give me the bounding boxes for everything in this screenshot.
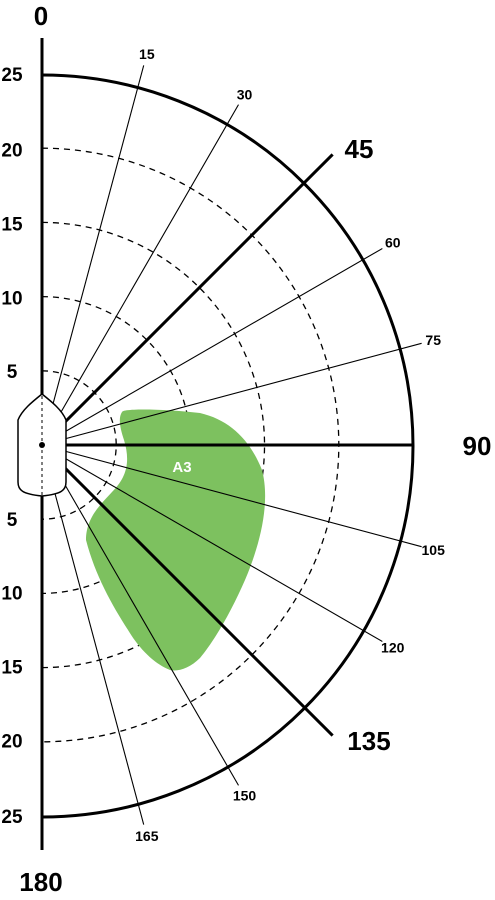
scale-label-fwd-20: 20 xyxy=(1,141,22,162)
label-45: 45 xyxy=(345,134,374,164)
scale-label-fwd-5: 5 xyxy=(7,362,18,383)
region-label: A3 xyxy=(172,459,191,476)
angle-labels: 15 30 60 75 105 120 150 165 xyxy=(135,46,445,844)
ray-15 xyxy=(41,65,145,446)
scale-label-aft-20: 20 xyxy=(1,731,22,752)
outer-semicircle xyxy=(41,73,415,819)
angle-label-60: 60 xyxy=(385,235,401,251)
angle-label-165: 165 xyxy=(135,828,159,844)
region-a3 xyxy=(86,409,266,671)
label-180: 180 xyxy=(19,867,62,897)
angle-label-120: 120 xyxy=(381,640,405,656)
ray-60 xyxy=(41,248,383,446)
label-135: 135 xyxy=(347,726,390,756)
ray-120 xyxy=(41,444,383,642)
angle-label-30: 30 xyxy=(237,86,253,102)
ray-45 xyxy=(40,153,334,447)
ray-105 xyxy=(41,444,422,548)
ray-75 xyxy=(41,342,422,446)
ray-135 xyxy=(40,443,334,737)
ray-150 xyxy=(41,444,239,786)
boat-center-dot xyxy=(39,442,45,448)
scale-label-aft-25: 25 xyxy=(1,807,23,828)
angle-label-105: 105 xyxy=(422,542,446,558)
scale-label-fwd-15: 15 xyxy=(1,215,23,236)
angle-label-150: 150 xyxy=(233,788,257,804)
label-90: 90 xyxy=(463,431,492,461)
ring-5 xyxy=(41,370,117,520)
angle-rays xyxy=(40,65,422,825)
scale-label-aft-15: 15 xyxy=(1,657,23,678)
angle-label-15: 15 xyxy=(139,46,155,62)
scale-label-fwd-25: 25 xyxy=(1,65,23,86)
scale-label-aft-5: 5 xyxy=(7,510,18,531)
angle-label-75: 75 xyxy=(425,332,441,348)
distance-scale: 5 5 10 10 15 15 20 20 25 25 xyxy=(1,65,23,828)
scale-label-fwd-10: 10 xyxy=(1,288,22,309)
ray-165 xyxy=(41,444,145,825)
scale-label-aft-10: 10 xyxy=(1,584,22,605)
label-0: 0 xyxy=(34,1,48,31)
ray-30 xyxy=(41,104,239,446)
